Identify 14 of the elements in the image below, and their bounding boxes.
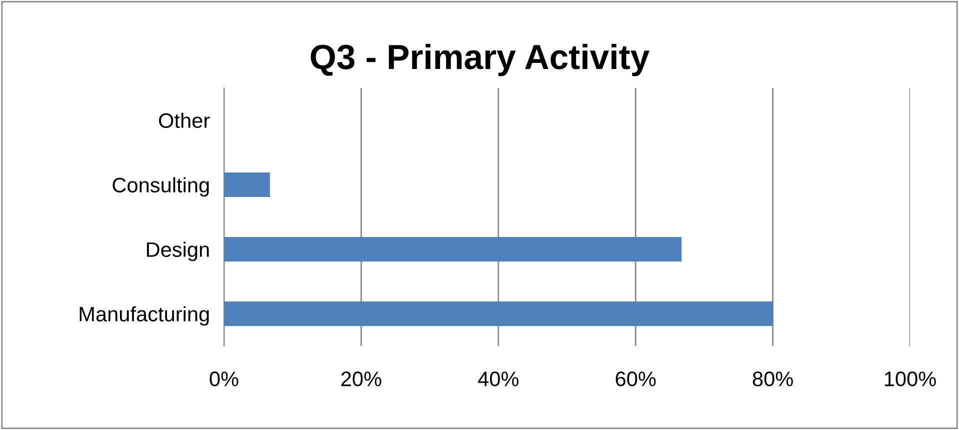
x-tick-label: 0% xyxy=(210,372,238,386)
y-tick-label: Other xyxy=(159,112,210,128)
bar xyxy=(224,301,773,326)
y-tick-label: Consulting xyxy=(112,177,209,197)
x-tick-label: 100% xyxy=(884,372,936,386)
x-tick-label: 40% xyxy=(478,372,519,386)
chart-title: Q3 - Primary Activity xyxy=(310,44,650,76)
x-tick-label: 80% xyxy=(752,372,793,386)
y-tick-label: Design xyxy=(146,242,209,262)
x-tick-label: 60% xyxy=(616,372,656,386)
bar xyxy=(224,236,682,262)
bar xyxy=(224,172,270,198)
x-tick-label: 20% xyxy=(341,372,382,386)
y-tick-label: Manufacturing xyxy=(80,306,209,326)
